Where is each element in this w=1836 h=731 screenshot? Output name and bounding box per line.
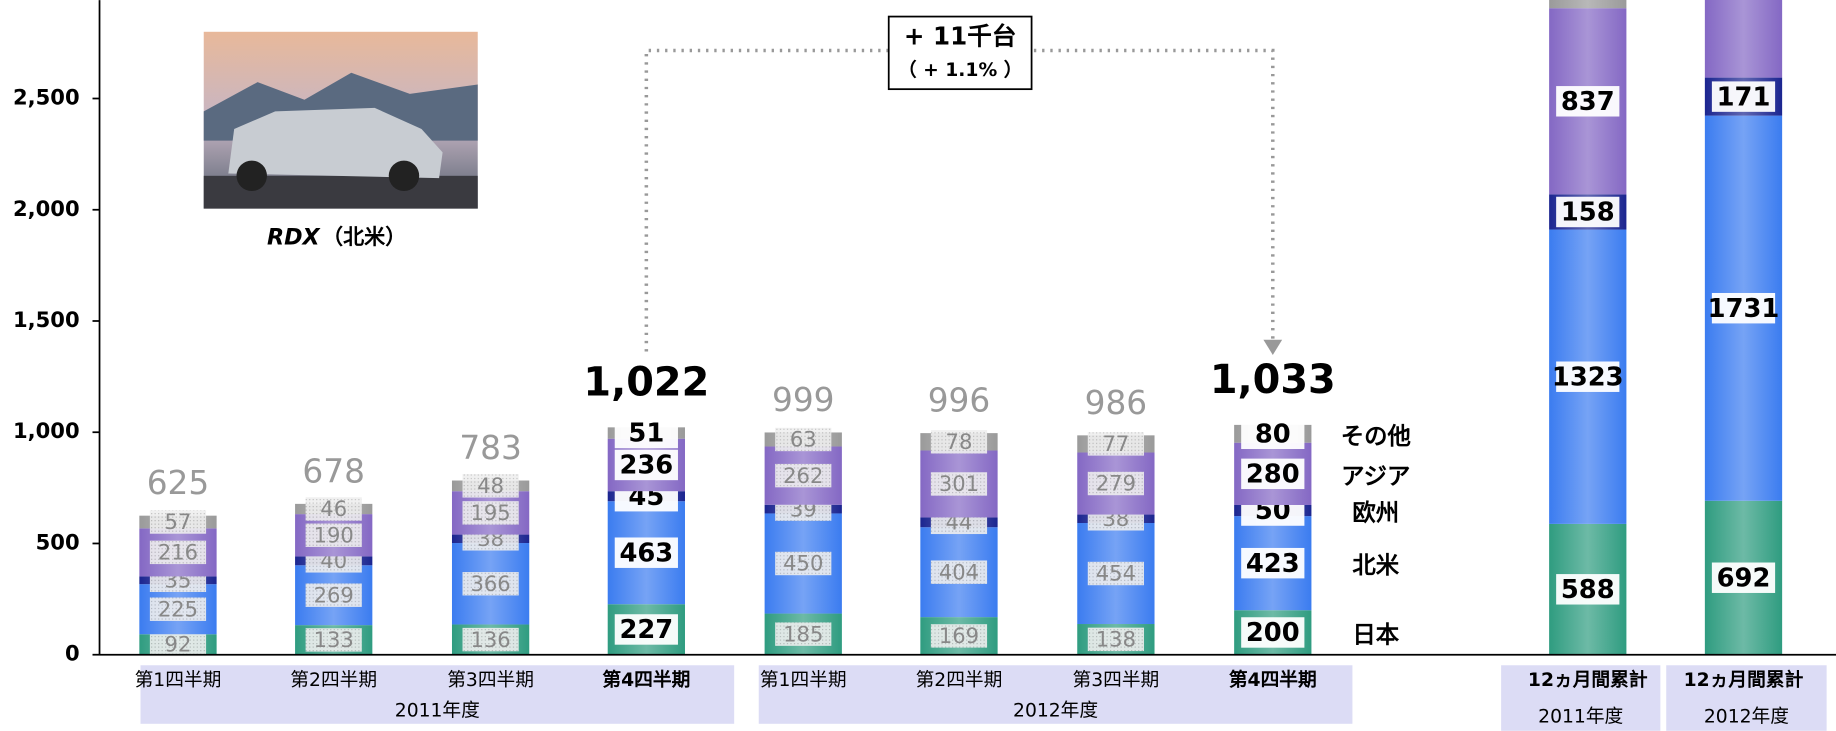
value-label: 227 — [619, 615, 673, 645]
legend-label: その他 — [1341, 422, 1411, 450]
value-label: 588 — [1561, 575, 1615, 605]
bar-segment — [1705, 0, 1782, 78]
category-group-label: 2011年度 — [395, 700, 480, 721]
value-label: 169 — [939, 623, 979, 648]
x-tick-label: 12ヵ月間累計 — [1684, 669, 1804, 691]
value-label: 57 — [165, 509, 192, 534]
value-label: 837 — [1561, 87, 1615, 117]
category-group-label: 2012年度 — [1013, 700, 1098, 721]
y-tick-label: 500 — [36, 529, 80, 554]
value-label: 46 — [320, 496, 347, 521]
x-tick-label: 第3四半期 — [447, 670, 534, 691]
value-label: 63 — [790, 427, 817, 452]
value-label: 1731 — [1708, 294, 1780, 324]
x-tick-label: 第2四半期 — [916, 670, 1003, 691]
bar-segment — [1549, 0, 1626, 8]
value-label: 158 — [1561, 198, 1615, 228]
value-label: 77 — [1102, 431, 1129, 456]
value-label: 454 — [1096, 561, 1136, 586]
x-tick-label: 第1四半期 — [135, 670, 222, 691]
category-group-label: 2012年度 — [1704, 706, 1789, 727]
value-label: 48 — [477, 473, 504, 498]
model-label: RDX — [267, 224, 322, 250]
value-label: 301 — [939, 471, 979, 496]
legend-label: 北米 — [1352, 551, 1399, 579]
total-label: 625 — [147, 464, 210, 502]
value-label: 463 — [619, 538, 673, 568]
x-tick-label: 第3四半期 — [1072, 670, 1159, 691]
value-label: 1323 — [1552, 362, 1624, 392]
value-label: 195 — [471, 500, 511, 525]
x-tick-label: 第4四半期 — [602, 669, 690, 691]
value-label: 80 — [1255, 419, 1291, 449]
change-arrow — [646, 51, 1272, 352]
category-group-label: 2011年度 — [1538, 706, 1623, 727]
x-tick-label: 第1四半期 — [760, 670, 847, 691]
x-tick-label: 第4四半期 — [1229, 669, 1317, 691]
value-label: 269 — [314, 582, 354, 607]
value-label: 78 — [946, 429, 973, 454]
value-label: 236 — [619, 451, 673, 481]
x-tick-label: 第2四半期 — [290, 670, 377, 691]
value-label: 280 — [1246, 460, 1300, 490]
arrow-head — [1263, 340, 1282, 355]
y-tick-label: 1,000 — [13, 418, 80, 443]
y-tick-label: 1,500 — [13, 307, 80, 332]
value-label: 133 — [314, 627, 354, 652]
y-tick-label: 2,000 — [13, 196, 80, 221]
photo — [204, 32, 478, 209]
legend-label: 欧州 — [1352, 499, 1399, 527]
total-label: 1,022 — [583, 360, 709, 406]
value-label: 225 — [158, 596, 198, 621]
value-label: 366 — [471, 571, 511, 596]
value-label: 279 — [1096, 471, 1136, 496]
value-label: 51 — [628, 419, 664, 449]
y-tick-label: 0 — [65, 641, 80, 666]
value-label: 171 — [1717, 82, 1771, 112]
value-label: 216 — [158, 540, 198, 565]
change-label: + 11千台 — [904, 22, 1017, 51]
value-label: 692 — [1717, 563, 1771, 593]
value-label: 423 — [1246, 549, 1300, 579]
total-label: 996 — [928, 382, 991, 420]
legend-label: アジア — [1341, 462, 1410, 490]
total-label: 783 — [459, 429, 522, 467]
chart: RDX （北米） + 11千台 （ + 1.1% ） 0 500 1,000 1,50… — [0, 0, 1836, 731]
x-tick-label: 12ヵ月間累計 — [1528, 669, 1648, 691]
region-label: （北米） — [322, 224, 406, 249]
y-tick-label: 2,500 — [13, 85, 80, 110]
value-label: 262 — [783, 463, 823, 488]
value-label: 190 — [314, 522, 354, 547]
value-label: 138 — [1096, 627, 1136, 652]
value-label: 450 — [783, 551, 823, 576]
change-pct-label: （ + 1.1% ） — [898, 59, 1023, 81]
value-label: 136 — [471, 627, 511, 652]
total-label: 678 — [302, 452, 365, 490]
value-label: 92 — [165, 632, 192, 657]
total-label: 999 — [772, 381, 835, 419]
value-label: 185 — [783, 621, 823, 646]
legend-label: 日本 — [1352, 620, 1399, 648]
total-label: 1,033 — [1210, 357, 1336, 403]
value-label: 404 — [939, 559, 979, 584]
value-label: 200 — [1246, 618, 1300, 648]
total-label: 986 — [1085, 384, 1148, 422]
